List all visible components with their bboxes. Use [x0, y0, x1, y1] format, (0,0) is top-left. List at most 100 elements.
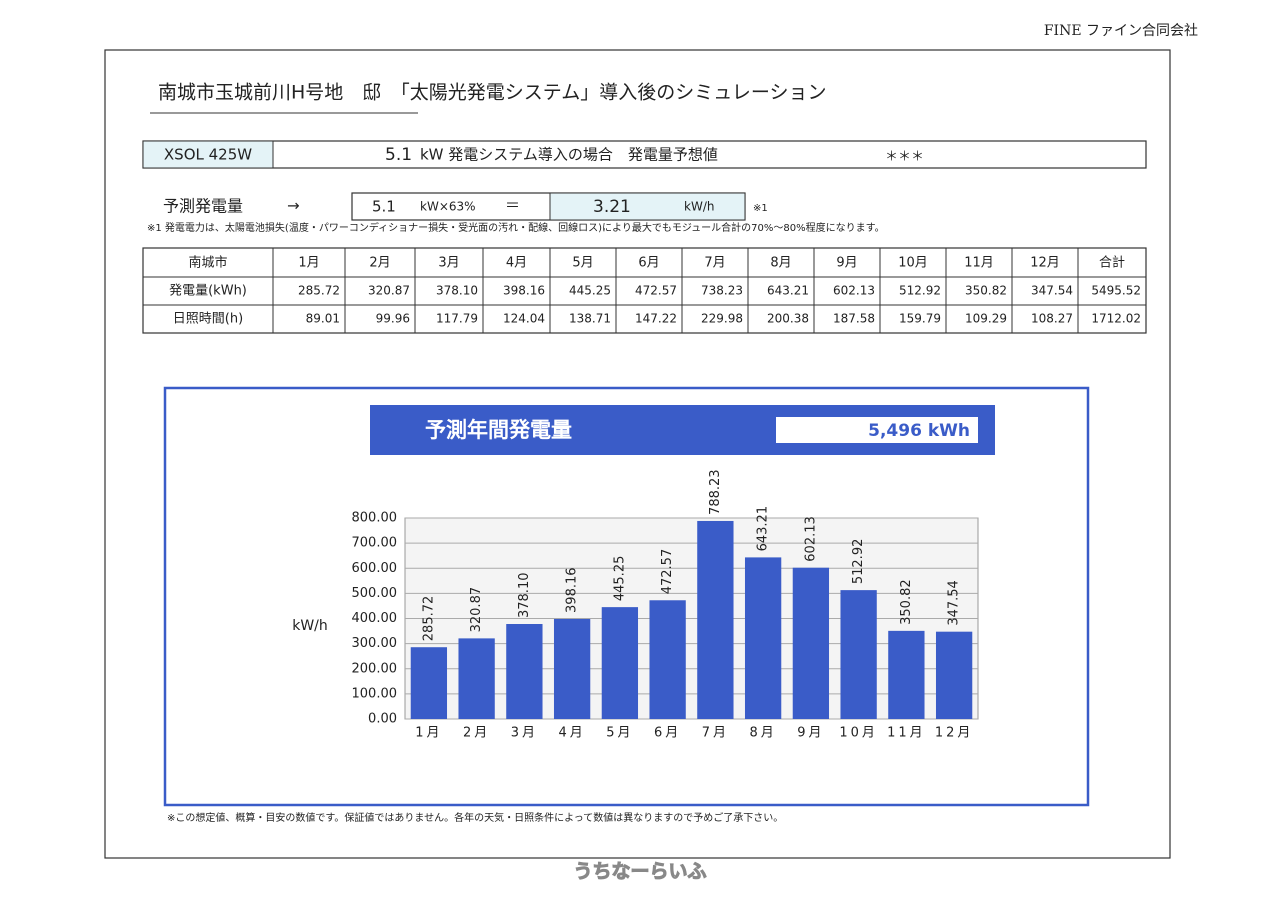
table-cell: 5495.52	[1091, 284, 1141, 298]
model-box	[142, 140, 274, 169]
table-cell: 445.25	[569, 284, 611, 298]
table-header: 1月	[298, 256, 319, 271]
note-mark: ※1	[753, 203, 768, 214]
y-tick-label: 700.00	[352, 536, 398, 551]
bar	[458, 638, 495, 719]
company: FINE ファイン合同会社	[1044, 23, 1198, 39]
table-cell: 350.82	[965, 284, 1007, 298]
table-cell: 147.22	[635, 312, 677, 326]
x-tick-label: 3月	[511, 726, 538, 741]
footer: ※この想定値、概算・目安の数値です。保証値ではありません。各年の天気・日照条件に…	[167, 811, 783, 824]
x-tick-label: 11月	[887, 726, 926, 741]
table-header: 11月	[964, 256, 994, 271]
value-label: 788.23	[708, 469, 723, 515]
formula: kW×63%	[420, 200, 476, 214]
table-header: 合計	[1099, 255, 1125, 271]
table-cell: 472.57	[635, 284, 677, 298]
value-label: 378.10	[517, 573, 532, 619]
bar	[697, 520, 734, 719]
table-cell: 200.38	[767, 312, 809, 326]
x-tick-label: 7月	[702, 726, 729, 741]
bar	[506, 624, 543, 719]
row-label: 日照時間(h)	[173, 312, 243, 327]
table-cell: 602.13	[833, 284, 875, 298]
value-label: 398.16	[565, 567, 580, 613]
table-header: 4月	[506, 256, 527, 271]
chart-title: 予測年間発電量	[425, 418, 572, 442]
bar	[840, 590, 877, 719]
y-tick-label: 200.00	[352, 661, 398, 676]
bar	[792, 567, 830, 719]
x-tick-label: 6月	[654, 726, 681, 741]
result: 3.21	[593, 197, 631, 217]
table-header: 12月	[1030, 256, 1060, 271]
bar	[553, 618, 591, 719]
y-tick-label: 300.00	[352, 636, 398, 651]
table-cell: 89.01	[306, 312, 340, 326]
table-cell: 229.98	[701, 312, 743, 326]
table-cell: 138.71	[569, 312, 611, 326]
value-label: 512.92	[851, 539, 866, 585]
y-axis-label: kW/h	[292, 618, 328, 634]
value-label: 347.54	[947, 580, 962, 626]
table-header: 南城市	[188, 255, 227, 271]
marks: ＊＊＊	[885, 150, 924, 165]
x-tick-label: 5月	[606, 726, 633, 741]
bar	[410, 647, 448, 719]
x-tick-label: 2月	[463, 726, 490, 741]
table-cell: 159.79	[899, 312, 941, 326]
chart-frame	[163, 386, 1090, 807]
value-label: 285.72	[421, 596, 436, 642]
table-cell: 512.92	[899, 284, 941, 298]
bar	[935, 631, 973, 719]
y-tick-label: 0.00	[368, 712, 397, 727]
y-tick-label: 400.00	[352, 611, 398, 626]
table-cell: 398.16	[503, 284, 545, 298]
table-header: 5月	[572, 256, 593, 271]
table-header: 9月	[836, 256, 857, 271]
result-box	[549, 192, 746, 221]
table-cell: 99.96	[376, 312, 410, 326]
value-label: 350.82	[899, 579, 914, 625]
table-cell: 124.04	[503, 312, 545, 326]
bar	[649, 600, 686, 719]
table-cell: 643.21	[767, 284, 809, 298]
total-box	[776, 417, 978, 443]
table-cell: 117.79	[436, 312, 478, 326]
table-header: 8月	[770, 256, 791, 271]
table-cell: 108.27	[1031, 312, 1073, 326]
watermark: うちなーらいふ	[573, 861, 706, 883]
value-label: 602.13	[803, 516, 818, 562]
x-tick-label: 12月	[935, 726, 974, 741]
x-tick-label: 9月	[797, 726, 824, 741]
table-cell: 738.23	[701, 284, 743, 298]
x-tick-label: 1月	[415, 726, 442, 741]
table-header: 7月	[704, 256, 725, 271]
row-label: 発電量(kWh)	[169, 284, 247, 299]
table: 南城市 1月 2月 3月 4月 5月 6月 7月 8月 9月 10月 11月 12月 合計発電量(kWh)…	[142, 247, 1147, 334]
x-tick-label: 4月	[558, 726, 585, 741]
y-tick-label: 800.00	[352, 511, 398, 526]
unit: kW/h	[684, 200, 714, 214]
table-header: 10月	[898, 256, 928, 271]
table-header: 6月	[638, 256, 659, 271]
table-cell: 1712.02	[1091, 312, 1141, 326]
equals: ＝	[505, 197, 520, 215]
calc-label: 予測発電量	[163, 197, 243, 216]
doc-title: 南城市玉城前川H号地 邸 「太陽光発電システム」導入後のシミュレーション	[158, 82, 826, 104]
value-label: 445.25	[612, 556, 627, 602]
y-tick-label: 500.00	[352, 586, 398, 601]
table-cell: 378.10	[436, 284, 478, 298]
x-tick-label: 8月	[749, 726, 776, 741]
table-cell: 347.54	[1031, 284, 1073, 298]
y-tick-label: 100.00	[352, 686, 398, 701]
y-tick-label: 600.00	[352, 561, 398, 576]
capacity: 5.1	[385, 145, 412, 165]
bar	[744, 557, 782, 719]
table-cell: 285.72	[298, 284, 340, 298]
value-label: 472.57	[660, 549, 675, 595]
total: 5,496 kWh	[868, 421, 970, 441]
table-cell: 109.29	[965, 312, 1007, 326]
